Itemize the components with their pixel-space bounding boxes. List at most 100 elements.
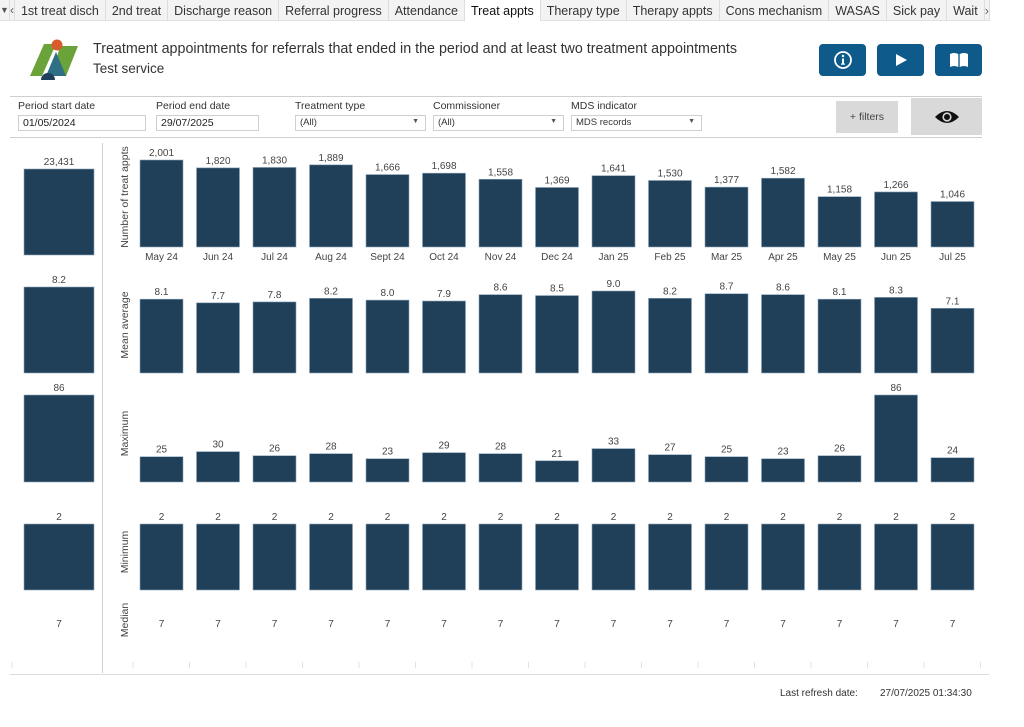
minimum-value-label: 2	[893, 512, 899, 523]
minimum-bar	[139, 523, 184, 591]
tab-2nd-treat[interactable]: 2nd treat	[106, 0, 169, 21]
number-of-treat-appts-value-label: 1,641	[601, 164, 626, 175]
last-refresh-value: 27/07/2025 01:34:30	[880, 688, 972, 699]
minimum-bar	[309, 523, 353, 591]
tab-sick-pay[interactable]: Sick pay	[887, 0, 948, 21]
maximum-bar	[422, 452, 466, 483]
tab-therapy-type[interactable]: Therapy type	[541, 0, 627, 21]
info-button[interactable]	[819, 44, 866, 76]
mean-average-bar	[535, 295, 579, 374]
tab-therapy-appts[interactable]: Therapy appts	[627, 0, 720, 21]
x-tick-label: Jul 24	[261, 252, 288, 263]
tab-prev-button[interactable]: ‹	[10, 0, 15, 20]
filter-top-divider	[10, 96, 982, 97]
maximum-value-label: 23	[382, 447, 394, 458]
maximum-bar	[309, 453, 353, 483]
tab-wait[interactable]: Wait	[947, 0, 985, 21]
minimum-bar	[196, 523, 240, 591]
tab-discharge-reason[interactable]: Discharge reason	[168, 0, 280, 21]
maximum-bar	[761, 458, 805, 483]
minimum-bar	[478, 523, 523, 591]
maximum-bar	[252, 455, 297, 483]
median-total-label: 7	[56, 619, 62, 630]
tab-treat-appts[interactable]: Treat appts	[464, 0, 541, 21]
number-of-treat-appts-value-label: 1,698	[431, 161, 456, 172]
guide-button[interactable]	[935, 44, 982, 76]
minimum-bar	[535, 523, 579, 591]
tab-menu-button[interactable]: ▼	[0, 0, 10, 20]
tab-next-button[interactable]: ›	[985, 0, 990, 21]
median-value-label: 7	[159, 619, 165, 630]
tab-wasas[interactable]: WASAS	[829, 0, 887, 21]
number-of-treat-appts-value-label: 1,582	[770, 166, 795, 177]
median-value-label: 7	[780, 619, 786, 630]
minimum-value-label: 2	[780, 512, 786, 523]
tab-1st-treat-disch[interactable]: 1st treat disch	[15, 0, 106, 21]
minimum-bar	[817, 523, 862, 591]
mean-average-bar	[139, 298, 184, 374]
caret-down-icon: ▼	[0, 5, 9, 15]
maximum-value-label: 25	[156, 445, 168, 456]
maximum-bar	[648, 454, 692, 483]
median-value-label: 7	[441, 619, 447, 630]
toggle-visibility-button[interactable]	[911, 98, 982, 135]
x-tick-label: Nov 24	[485, 252, 517, 263]
treatment-type-label: Treatment type	[295, 100, 366, 112]
treatment-type-select[interactable]: (All) ▼	[295, 115, 426, 131]
more-filters-button[interactable]: + filters	[836, 101, 898, 133]
tab-referral-progress[interactable]: Referral progress	[279, 0, 389, 21]
tab-attendance[interactable]: Attendance	[389, 0, 465, 21]
treat-appts-chart: Number of treat appts 23,431 2,001 1,820 1,8…	[11, 146, 981, 668]
minimum-value-label: 2	[554, 512, 560, 523]
number-of-treat-appts-value-label: 1,046	[940, 190, 965, 201]
number-of-treat-appts-value-label: 1,820	[205, 156, 230, 167]
number-of-treat-appts-total-bar	[23, 168, 95, 256]
number-of-treat-appts-bar	[761, 177, 805, 248]
minimum-bar	[422, 523, 466, 591]
minimum-bar	[761, 523, 805, 591]
period-end-input[interactable]: 29/07/2025	[156, 115, 259, 131]
play-button[interactable]	[877, 44, 924, 76]
mean-average-value-label: 8.5	[550, 284, 564, 295]
minimum-value-label: 2	[215, 512, 221, 523]
minimum-bar	[648, 523, 692, 591]
dropdown-caret-icon: ▼	[412, 118, 419, 125]
commissioner-select[interactable]: (All) ▼	[433, 115, 564, 131]
minimum-total-bar	[23, 523, 95, 591]
mds-indicator-select[interactable]: MDS records ▼	[571, 115, 702, 131]
mean-average-axis-label: Mean average	[119, 291, 131, 358]
period-end-label: Period end date	[156, 100, 231, 112]
mean-average-value-label: 8.2	[663, 286, 677, 297]
number-of-treat-appts-value-label: 1,369	[544, 175, 569, 186]
x-tick-label: Jan 25	[598, 252, 628, 263]
tab-cons-mechanism[interactable]: Cons mechanism	[720, 0, 830, 21]
sheet-tab-bar: ▼ ‹ 1st treat disch 2nd treat Discharge re…	[0, 0, 990, 21]
number-of-treat-appts-value-label: 1,666	[375, 163, 400, 174]
maximum-bar	[930, 457, 975, 483]
maximum-bar	[535, 460, 579, 483]
x-tick-label: Apr 25	[768, 252, 798, 263]
x-tick-label: Feb 25	[654, 252, 686, 263]
x-tick-label: Sept 24	[370, 252, 405, 263]
mean-average-bar	[591, 290, 636, 374]
filter-bottom-divider	[10, 137, 982, 138]
mean-average-value-label: 7.1	[946, 296, 960, 307]
median-value-label: 7	[215, 619, 221, 630]
number-of-treat-appts-bar	[591, 175, 636, 248]
mds-indicator-label: MDS indicator	[571, 100, 637, 112]
median-value-label: 7	[611, 619, 617, 630]
number-of-treat-appts-value-label: 1,158	[827, 185, 852, 196]
mean-average-value-label: 8.0	[381, 288, 395, 299]
play-icon	[895, 54, 907, 66]
maximum-value-label: 26	[269, 444, 281, 455]
maximum-bar	[139, 456, 184, 483]
dropdown-caret-icon: ▼	[550, 118, 557, 125]
maximum-value-label: 33	[608, 437, 620, 448]
period-start-input[interactable]: 01/05/2024	[18, 115, 146, 131]
maximum-value-label: 23	[777, 447, 789, 458]
minimum-value-label: 2	[611, 512, 617, 523]
mean-average-bar	[252, 301, 297, 374]
x-tick-label: May 24	[145, 252, 178, 263]
number-of-treat-appts-bar	[196, 167, 240, 248]
mean-average-value-label: 8.2	[324, 286, 338, 297]
